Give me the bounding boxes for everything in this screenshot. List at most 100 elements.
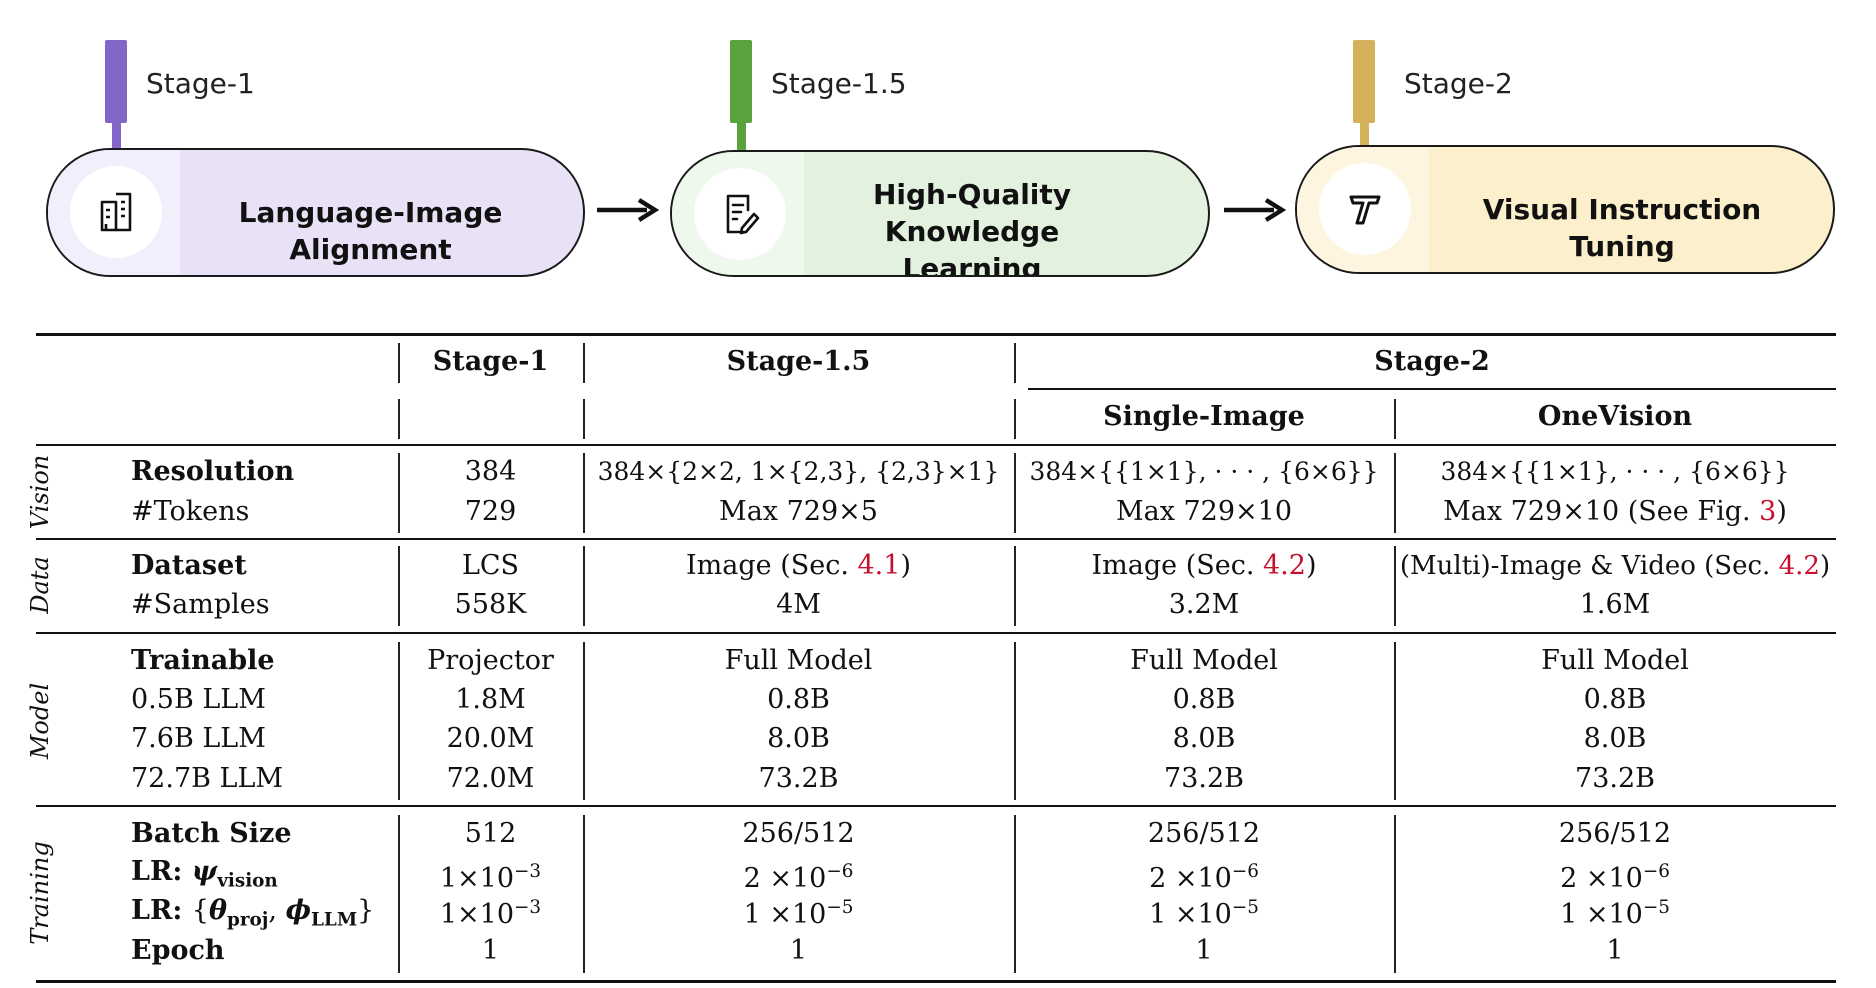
cell-llm76-single: 8.0B: [1172, 723, 1236, 754]
stage-15-pill: High-Quality Knowledge Learning: [670, 150, 1210, 277]
lr-llm-comma: ,: [268, 895, 286, 926]
row-label-epoch: Epoch: [131, 935, 225, 966]
row-label-llm-05b: 0.5B LLM: [131, 684, 266, 715]
text-t-icon: [1319, 163, 1411, 255]
cell-llm05-onevision: 0.8B: [1583, 684, 1647, 715]
header-divider: [583, 399, 585, 439]
lr-exponent: −5: [826, 897, 854, 918]
dataset-single-close: ): [1305, 550, 1317, 581]
cell-llm05-single: 0.8B: [1172, 684, 1236, 715]
lr-exponent: −3: [514, 897, 542, 918]
stage-2-pill: Visual Instruction Tuning: [1295, 145, 1835, 274]
cell-resolution-stage15: 384×{2×2, 1×{2,3}, {2,3}×1}: [597, 457, 1000, 486]
lr-base: 1 ×10: [743, 899, 827, 930]
column-divider: [1014, 815, 1016, 973]
cell-trainable-stage15: Full Model: [724, 645, 873, 676]
stage-2-flag-label: Stage-2: [1404, 67, 1513, 100]
cell-lr-vision-onevision: 2 ×10−6: [1394, 853, 1836, 898]
column-divider: [398, 453, 400, 533]
cell-llm727-stage15: 73.2B: [758, 763, 839, 794]
stage-2-flag: [1353, 40, 1375, 123]
arrow-right-icon: [1224, 198, 1286, 222]
row-label-trainable: Trainable: [131, 645, 275, 676]
stage-2-title: Visual Instruction Tuning: [1482, 193, 1762, 263]
column-divider: [1014, 453, 1016, 533]
data-bottom-rule: [36, 632, 1836, 634]
header-divider: [398, 343, 400, 383]
cell-lr-vision-stage15: 2 ×10−6: [583, 853, 1014, 898]
column-divider: [1014, 642, 1016, 800]
cell-epoch-stage1: 1: [481, 935, 500, 966]
section-reference-link[interactable]: 4.1: [857, 550, 901, 581]
cell-llm727-single: 73.2B: [1164, 763, 1244, 794]
cell-samples-onevision: 1.6M: [1579, 589, 1651, 620]
section-reference-link[interactable]: 4.2: [1778, 551, 1820, 581]
header-divider: [1394, 399, 1396, 439]
cell-resolution-onevision: 384×{{1×1}, · · · , {6×6}}: [1440, 457, 1790, 486]
stage-2-span-rule: [1028, 388, 1836, 390]
cell-epoch-stage15: 1: [789, 935, 808, 966]
cell-batch-single: 256/512: [1147, 818, 1261, 849]
column-divider: [1394, 642, 1396, 800]
cell-trainable-single: Full Model: [1130, 645, 1278, 676]
cell-lr-llm-onevision: 1 ×10−5: [1394, 889, 1836, 934]
header-onevision: OneVision: [1537, 401, 1693, 432]
cell-epoch-onevision: 1: [1606, 935, 1624, 966]
cell-dataset-onevision: (Multi)-Image & Video (Sec. 4.2): [1394, 547, 1836, 585]
cell-llm05-stage1: 1.8M: [455, 684, 526, 715]
dataset-stage15-close: ): [900, 550, 911, 581]
cell-resolution-stage1: 384: [464, 456, 517, 487]
row-label-tokens: #Tokens: [131, 496, 250, 527]
dataset-onevision-close: ): [1819, 551, 1831, 581]
row-label-dataset: Dataset: [131, 550, 247, 581]
lr-llm-open-brace: {: [191, 895, 209, 926]
header-bottom-rule: [36, 444, 1836, 446]
lr-base: 1 ×10: [1149, 899, 1232, 930]
row-label-resolution: Resolution: [131, 456, 295, 487]
lr-llm-sub-llm: LLM: [311, 909, 358, 931]
lr-base: 1 ×10: [1560, 899, 1643, 930]
header-stage-2: Stage-2: [1374, 346, 1490, 377]
row-label-batch-size: Batch Size: [131, 818, 292, 849]
column-divider: [1394, 453, 1396, 533]
header-stage-1: Stage-1: [432, 346, 549, 377]
cell-batch-onevision: 256/512: [1558, 818, 1672, 849]
stage-15-flag-label: Stage-1.5: [771, 67, 907, 100]
lr-llm-close-brace: }: [357, 895, 375, 926]
lr-exponent: −6: [1642, 861, 1670, 882]
group-label-model: Model: [26, 682, 54, 760]
cell-tokens-onevision: Max 729×10 (See Fig. 3): [1394, 493, 1836, 531]
dataset-onevision-text: (Multi)-Image & Video (Sec.: [1399, 551, 1779, 581]
header-single-image: Single-Image: [1103, 401, 1305, 432]
lr-exponent: −6: [1231, 861, 1259, 882]
table-top-rule: [36, 333, 1836, 336]
lr-exponent: −5: [1642, 897, 1670, 918]
row-label-samples: #Samples: [131, 589, 270, 620]
header-divider: [398, 399, 400, 439]
header-stage-15: Stage-1.5: [726, 346, 871, 377]
row-label-llm-727b: 72.7B LLM: [131, 763, 284, 794]
tokens-onevision-close: ): [1776, 496, 1787, 527]
column-divider: [398, 815, 400, 973]
lr-llm-sub-proj: proj: [227, 909, 269, 931]
stage-1-title: Language-Image Alignment: [238, 196, 503, 266]
group-label-training: Training: [26, 841, 54, 945]
cell-lr-vision-single: 2 ×10−6: [1014, 853, 1394, 898]
stage-1-flag: [105, 40, 127, 123]
cell-tokens-single: Max 729×10: [1115, 496, 1293, 527]
cell-llm727-stage1: 72.0M: [446, 763, 535, 794]
cell-lr-vision-stage1: 1×10−3: [398, 853, 583, 898]
cell-dataset-stage15: Image (Sec. 4.1): [583, 547, 1014, 585]
figure-reference-link[interactable]: 3: [1759, 496, 1777, 527]
lr-llm-prefix: LR:: [131, 895, 183, 926]
section-reference-link[interactable]: 4.2: [1263, 550, 1306, 581]
edit-document-icon: [694, 168, 786, 260]
lr-base: 2 ×10: [1149, 863, 1232, 894]
cell-batch-stage1: 512: [464, 818, 517, 849]
row-label-lr-vision: LR: ψvision: [131, 853, 278, 900]
lr-vision-subscript: vision: [217, 870, 278, 892]
cell-resolution-single: 384×{{1×1}, · · · , {6×6}}: [1029, 457, 1379, 486]
column-divider: [398, 546, 400, 626]
column-divider: [583, 642, 585, 800]
cell-epoch-single: 1: [1195, 935, 1213, 966]
